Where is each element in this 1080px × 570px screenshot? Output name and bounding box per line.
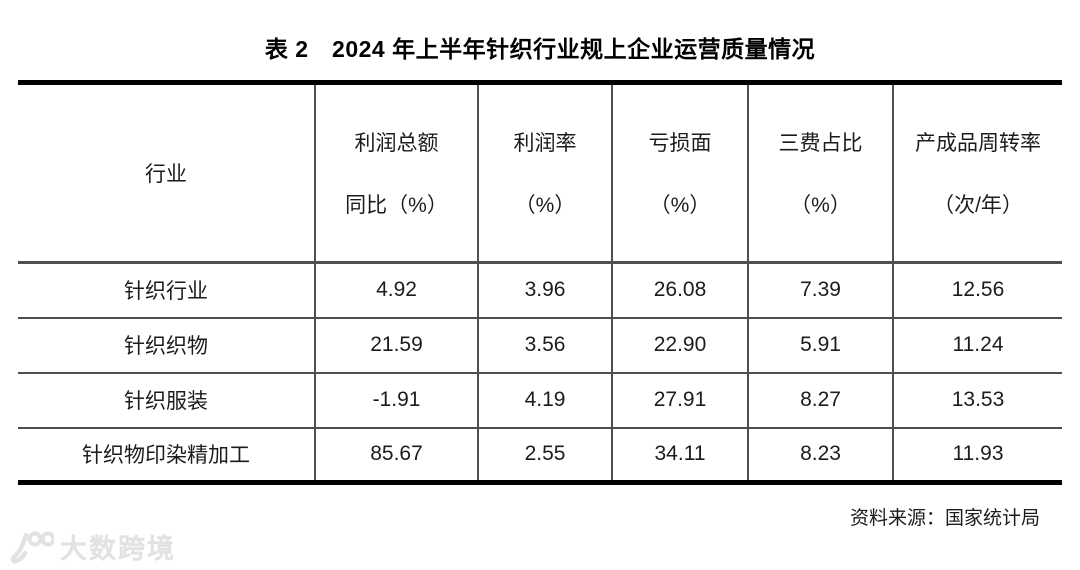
row-label: 针织物印染精加工	[82, 444, 250, 468]
table-row: 针织行业 4.92 3.96 26.08 7.39 12.56	[18, 262, 1062, 319]
data-table: 行业 利润总额 同比（%） 利润率 （%）	[18, 80, 1062, 485]
table-cell: -1.91	[314, 372, 478, 429]
header-line: 同比（%）	[345, 194, 448, 217]
table-row: 针织服装 -1.91 4.19 27.91 8.27 13.53	[18, 372, 1062, 429]
watermark: 大数跨境	[10, 527, 176, 566]
table-cell: 12.56	[892, 262, 1062, 319]
column-header-profit-total-yoy: 利润总额 同比（%）	[314, 82, 478, 264]
column-header-three-fees-ratio: 三费占比 （%）	[747, 82, 893, 264]
header-line: （%）	[649, 194, 711, 217]
table-cell: 11.93	[892, 427, 1062, 483]
table-header-row: 行业 利润总额 同比（%） 利润率 （%）	[18, 82, 1062, 264]
table-cell: 26.08	[611, 262, 748, 319]
table-cell: 2.55	[477, 427, 612, 483]
table-cell: 3.96	[477, 262, 612, 319]
header-line: 行业	[145, 163, 187, 186]
header-line: 利润率	[513, 132, 577, 155]
table-cell: 21.59	[314, 317, 478, 374]
table-cell: 4.19	[477, 372, 612, 429]
table-cell: 3.56	[477, 317, 612, 374]
column-header-loss-coverage: 亏损面 （%）	[611, 82, 748, 264]
table-cell: 7.39	[747, 262, 893, 319]
watermark-text: 大数跨境	[60, 534, 176, 564]
table-cell: 85.67	[314, 427, 478, 483]
header-line: 三费占比	[778, 132, 863, 155]
table-cell: 8.27	[747, 372, 893, 429]
source-note: 资料来源：国家统计局	[849, 508, 1040, 529]
column-header-turnover-rate: 产成品周转率 （次/年）	[892, 82, 1062, 264]
column-header-profit-rate: 利润率 （%）	[477, 82, 612, 264]
row-label: 针织服装	[18, 372, 315, 429]
table-cell: 27.91	[611, 372, 748, 429]
header-line: （%）	[514, 194, 576, 217]
row-label: 针织织物	[18, 317, 315, 374]
table-cell: 22.90	[611, 317, 748, 374]
header-line: 利润总额	[354, 132, 439, 155]
header-line: 亏损面	[648, 132, 712, 155]
watermark-100-logo-icon	[10, 529, 54, 565]
header-line: （%）	[790, 194, 851, 217]
table-cell: 13.53	[892, 372, 1062, 429]
row-label: 针织行业	[18, 262, 315, 319]
table-row: 针织物印染精加工 85.67 2.55 34.11 8.23 11.93	[18, 427, 1062, 483]
table-cell: 34.11	[611, 427, 748, 483]
header-line: （次/年）	[933, 194, 1023, 217]
header-line: 产成品周转率	[915, 132, 1041, 155]
table-row: 针织织物 21.59 3.56 22.90 5.91 11.24	[18, 317, 1062, 374]
table-cell: 5.91	[747, 317, 893, 374]
table-cell: 8.23	[747, 427, 893, 483]
column-header-industry: 行业	[18, 82, 315, 264]
table-cell: 4.92	[314, 262, 478, 319]
table-cell: 11.24	[892, 317, 1062, 374]
table-title: 表 2 2024 年上半年针织行业规上企业运营质量情况	[264, 36, 816, 62]
